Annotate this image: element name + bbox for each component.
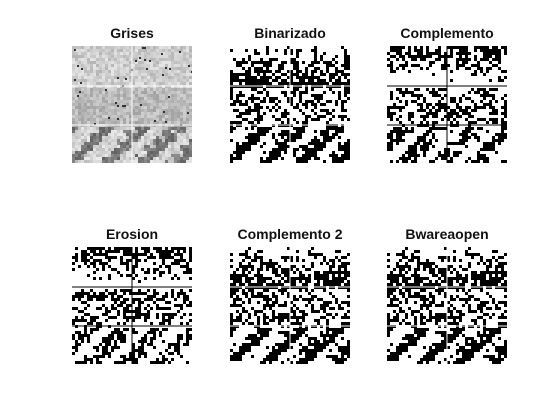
grayscale-image [72,46,192,163]
bwareaopen-image [387,247,507,364]
subplot-title: Grises [110,25,154,41]
subplot-title: Bwareaopen [405,226,489,242]
binarized-image [230,46,350,163]
complement-image [387,46,507,163]
subplot-title: Erosion [105,226,159,242]
subplot-title: Complemento 2 [237,226,343,242]
subplot-title: Complemento [400,25,494,41]
erosion-image [72,247,192,364]
complement-2-image [230,247,350,364]
subplot-title: Binarizado [254,25,326,41]
